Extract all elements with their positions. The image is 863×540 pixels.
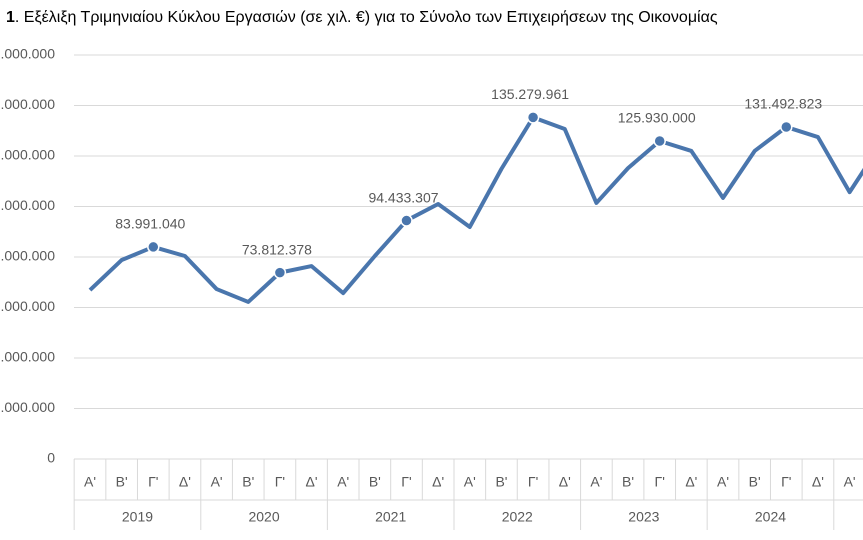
x-tick-label: Α' bbox=[844, 474, 856, 490]
x-tick-label: Δ' bbox=[812, 474, 824, 490]
data-marker bbox=[653, 134, 666, 148]
year-label: 2024 bbox=[755, 509, 786, 525]
x-tick-label: Γ' bbox=[655, 474, 665, 490]
x-tick-label: Α' bbox=[590, 474, 602, 490]
x-tick-label: Δ' bbox=[685, 474, 697, 490]
x-tick-label: Δ' bbox=[179, 474, 191, 490]
data-label: 83.991.040 bbox=[115, 216, 185, 232]
y-tick-label: 20.000.000 bbox=[0, 399, 55, 415]
x-tick-label: Γ' bbox=[275, 474, 285, 490]
x-tick-label: Δ' bbox=[306, 474, 318, 490]
x-tick-label: Γ' bbox=[781, 474, 791, 490]
x-tick-label: Β' bbox=[116, 474, 128, 490]
y-tick-label: 100.000.000 bbox=[0, 197, 55, 213]
x-tick-label: Γ' bbox=[528, 474, 538, 490]
data-marker bbox=[526, 111, 540, 124]
x-tick-label: Γ' bbox=[148, 474, 158, 490]
x-tick-label: Β' bbox=[622, 474, 634, 490]
y-tick-label: 140.000.000 bbox=[0, 96, 55, 112]
y-tick-label: 0 bbox=[47, 450, 55, 466]
x-tick-label: Β' bbox=[495, 474, 507, 490]
y-tick-label: 60.000.000 bbox=[0, 298, 55, 314]
x-tick-label: Β' bbox=[242, 474, 254, 490]
title-number: 1 bbox=[6, 9, 15, 26]
year-label: 2019 bbox=[122, 509, 153, 525]
year-label: 2022 bbox=[502, 509, 533, 525]
data-marker bbox=[273, 266, 287, 279]
y-tick-label: 160.000.000 bbox=[0, 46, 55, 62]
x-tick-label: Β' bbox=[749, 474, 761, 490]
data-label: 135.279.961 bbox=[491, 86, 569, 102]
x-tick-label: Γ' bbox=[401, 474, 411, 490]
x-tick-label: Δ' bbox=[559, 474, 571, 490]
data-label: 73.812.378 bbox=[242, 241, 312, 257]
year-label: 2020 bbox=[248, 509, 279, 525]
x-tick-label: Α' bbox=[84, 474, 96, 490]
x-tick-label: Α' bbox=[464, 474, 476, 490]
data-marker bbox=[400, 214, 413, 227]
x-tick-label: Α' bbox=[211, 474, 223, 490]
data-marker bbox=[780, 120, 793, 134]
data-marker bbox=[147, 240, 160, 254]
y-tick-label: 40.000.000 bbox=[0, 349, 55, 365]
y-tick-label: 80.000.000 bbox=[0, 248, 55, 264]
y-tick-label: 120.000.000 bbox=[0, 147, 55, 163]
data-label: 125.930.000 bbox=[618, 110, 696, 126]
x-tick-label: Δ' bbox=[432, 474, 444, 490]
x-tick-label: Β' bbox=[369, 474, 381, 490]
year-label: 2021 bbox=[375, 509, 406, 525]
data-label: 94.433.307 bbox=[368, 189, 438, 205]
series-line bbox=[88, 115, 863, 304]
chart-title: 1. Εξέλιξη Τριμηνιαίου Κύκλου Εργασιών (… bbox=[6, 9, 718, 26]
title-text: . Εξέλιξη Τριμηνιαίου Κύκλου Εργασιών (σ… bbox=[15, 9, 718, 26]
year-label: 2023 bbox=[628, 509, 659, 525]
data-label: 131.492.823 bbox=[744, 96, 822, 112]
x-tick-label: Α' bbox=[717, 474, 729, 490]
x-tick-label: Α' bbox=[337, 474, 349, 490]
